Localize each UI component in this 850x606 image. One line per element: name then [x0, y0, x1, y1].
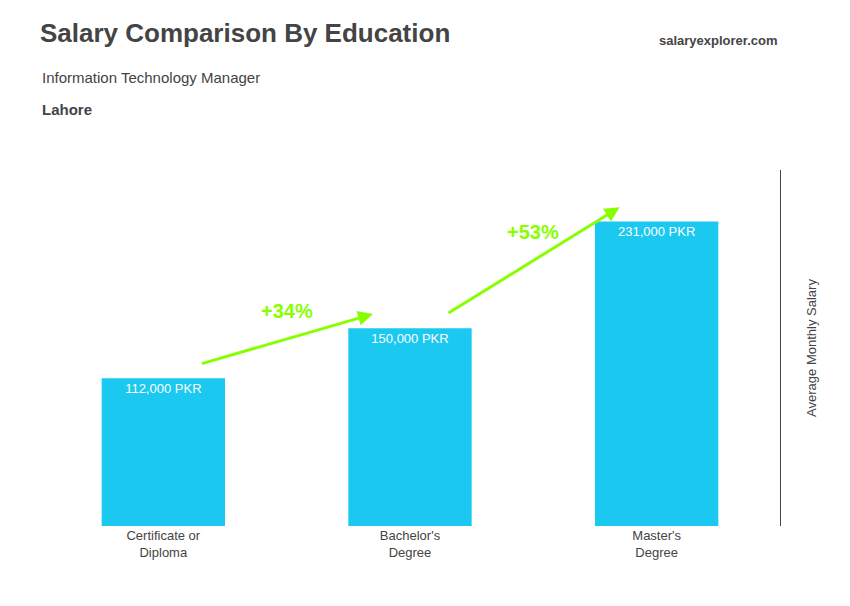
svg-text:Average Monthly Salary: Average Monthly Salary	[804, 279, 819, 417]
svg-text:150,000 PKR: 150,000 PKR	[371, 331, 448, 346]
svg-text:112,000 PKR: 112,000 PKR	[125, 381, 201, 396]
svg-text:salaryexplorer.com: salaryexplorer.com	[659, 33, 778, 48]
svg-text:+34%: +34%	[261, 300, 313, 322]
svg-text:+53%: +53%	[507, 221, 559, 243]
svg-text:Lahore: Lahore	[42, 101, 92, 118]
svg-text:Salary Comparison By Education: Salary Comparison By Education	[40, 18, 450, 48]
svg-text:231,000 PKR: 231,000 PKR	[618, 224, 695, 239]
svg-text:Master'sDegree: Master'sDegree	[632, 528, 681, 560]
svg-text:Information Technology Manager: Information Technology Manager	[42, 69, 260, 86]
svg-text:Bachelor'sDegree: Bachelor'sDegree	[380, 528, 441, 560]
svg-text:Certificate orDiploma: Certificate orDiploma	[126, 528, 200, 560]
